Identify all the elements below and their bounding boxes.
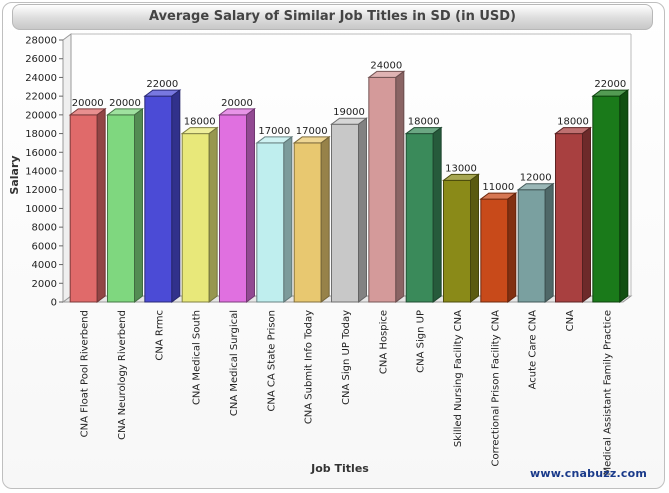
y-tick-label: 10000: [25, 204, 57, 215]
bar-front: [555, 133, 583, 303]
y-tick-label: 14000: [25, 167, 57, 178]
chart-labels: 0 2000 4000 6000 8000 10000 12000 14000 16000 180…: [25, 36, 626, 476]
bar-side: [582, 126, 591, 303]
bar-front: [107, 114, 135, 303]
bar-front: [293, 142, 322, 303]
bar-value-label: 12000: [520, 173, 552, 184]
bar-value-label: 22000: [594, 79, 626, 90]
bar-front: [69, 114, 98, 303]
y-tick-label: 8000: [32, 223, 57, 234]
bar: [591, 89, 630, 303]
chart-bars: [68, 70, 630, 304]
bar-side: [283, 135, 293, 303]
bar-front: [181, 133, 210, 303]
y-axis-label: Salary: [8, 155, 21, 194]
y-tick-label: 6000: [32, 241, 57, 252]
bar-value-label: 24000: [370, 60, 402, 71]
x-tick-label: Acute Care CNA: [528, 310, 539, 390]
bar-value-label: 18000: [557, 117, 589, 128]
bar: [255, 135, 294, 303]
x-tick-label: CNA: [565, 310, 576, 331]
bar-side: [544, 182, 554, 303]
bar: [442, 173, 480, 303]
bar: [68, 107, 107, 303]
y-tick-label: 16000: [25, 148, 57, 159]
bar-side: [208, 126, 218, 303]
x-tick-label: CNA Medical Surgical: [229, 310, 240, 416]
bar-value-label: 17000: [296, 126, 328, 137]
x-tick-label: CNA Neurology Riverbend: [117, 310, 128, 440]
bar-side: [134, 107, 143, 303]
bar-side: [320, 135, 330, 303]
bar-front: [405, 133, 434, 303]
y-tick-label: 24000: [25, 73, 57, 84]
x-tick-label: CNA Sign UP: [416, 310, 427, 373]
y-tick-label: 12000: [25, 185, 57, 196]
y-tick-label: 22000: [25, 92, 57, 103]
bar-side: [507, 192, 517, 304]
x-tick-label: CNA CA State Prison: [266, 310, 277, 412]
bar: [479, 192, 518, 304]
bar-value-label: 11000: [482, 182, 514, 193]
bar-front: [480, 198, 509, 303]
bar-side: [171, 89, 181, 303]
bar: [292, 135, 331, 303]
bar-front: [517, 189, 546, 303]
bar-value-label: 17000: [258, 126, 290, 137]
y-tick-label: 2000: [32, 279, 57, 290]
bar: [330, 117, 368, 303]
bar-side: [358, 117, 367, 303]
y-tick-label: 4000: [32, 260, 57, 271]
bar: [180, 126, 219, 303]
bar: [218, 107, 256, 303]
x-tick-label: CNA Medical South: [192, 310, 203, 405]
bar: [143, 89, 182, 303]
x-tick-label: CNA Rrmc: [154, 310, 165, 361]
bar-front: [331, 123, 359, 303]
x-tick-label: Medical Assistant Family Practice: [602, 310, 613, 476]
bar-value-label: 20000: [109, 98, 141, 109]
chart-title: Average Salary of Similar Job Titles in …: [12, 4, 653, 30]
bar-value-label: 22000: [146, 79, 178, 90]
bar-side: [96, 107, 106, 303]
x-axis-label: Job Titles: [310, 462, 369, 475]
bar-value-label: 20000: [72, 98, 104, 109]
bar-side: [432, 126, 442, 303]
y-tick-label: 28000: [25, 36, 57, 47]
bar: [106, 107, 144, 303]
bar: [367, 70, 406, 303]
x-tick-label: CNA Float Pool Riverbend: [80, 310, 91, 437]
y-tick-label: 20000: [25, 110, 57, 121]
x-tick-label: Skilled Nursing Facility CNA: [453, 310, 464, 447]
bar-front: [368, 76, 397, 303]
bar-front: [256, 142, 285, 303]
bar: [554, 126, 592, 303]
y-tick-label: 0: [51, 298, 57, 309]
bar-value-label: 18000: [184, 117, 216, 128]
bar-value-label: 20000: [221, 98, 253, 109]
x-tick-label: CNA Sign UP Today: [341, 310, 352, 405]
bar: [404, 126, 443, 303]
y-tick-label: 26000: [25, 54, 57, 65]
x-tick-label: CNA Hospice: [378, 310, 389, 374]
bar-front: [219, 114, 247, 303]
bar-front: [443, 179, 471, 303]
bar-side: [246, 107, 255, 303]
bar-front: [144, 95, 173, 303]
bar-value-label: 18000: [408, 117, 440, 128]
y-tick-label: 18000: [25, 129, 57, 140]
bar-front: [592, 95, 621, 303]
bar-value-label: 19000: [333, 107, 365, 118]
bar-side: [395, 70, 405, 303]
x-tick-label: CNA Submit Info Today: [304, 310, 315, 424]
bar: [516, 182, 555, 303]
bar-side: [470, 173, 479, 303]
bar-side: [619, 89, 629, 303]
x-tick-label: Correctional Prison Facility CNA: [490, 310, 501, 467]
bar-value-label: 13000: [445, 163, 477, 174]
watermark: www.cnabuzz.com: [530, 467, 647, 480]
